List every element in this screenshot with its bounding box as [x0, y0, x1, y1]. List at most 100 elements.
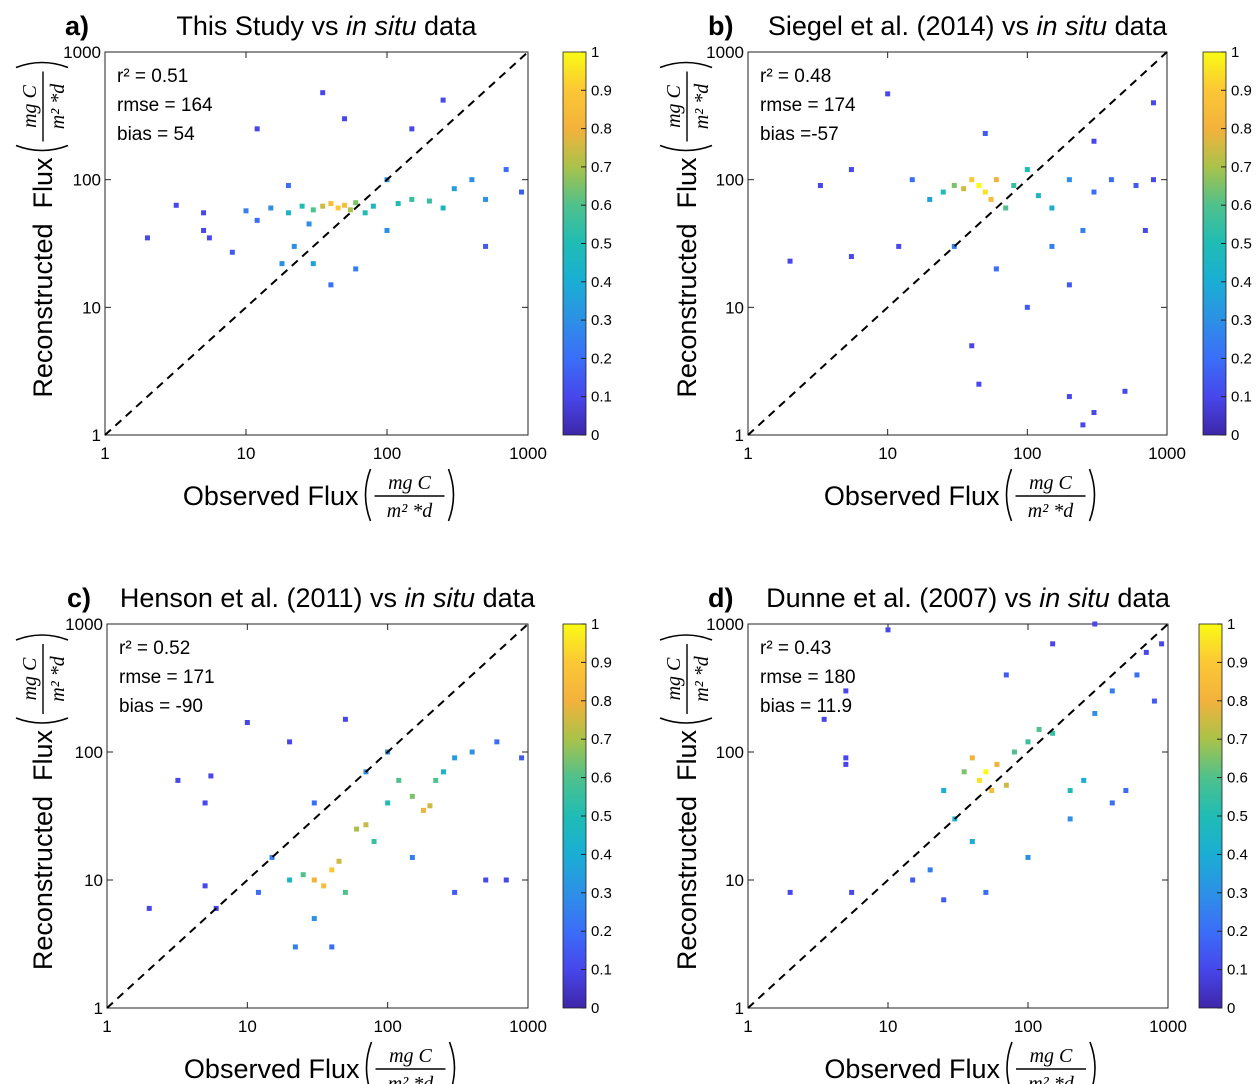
y-label-text: Reconstructed Flux: [672, 730, 702, 971]
colorbar-tick-label: 0.9: [1231, 82, 1252, 99]
scatter-point: [843, 755, 849, 761]
stat-annotation: rmse = 164: [117, 95, 213, 116]
scatter-point: [287, 739, 293, 745]
scatter-point: [469, 177, 475, 183]
unit-denominator: m² *d: [47, 655, 69, 701]
scatter-point: [1067, 816, 1073, 822]
colorbar-tick-label: 0: [1227, 1000, 1235, 1017]
colorbar-tick-label: 0.6: [1231, 197, 1252, 214]
scatter-point: [320, 90, 326, 96]
title-part: data: [1110, 583, 1171, 613]
scatter-point: [311, 800, 317, 806]
colorbar-tick-label: 0.9: [1227, 654, 1248, 671]
scatter-point: [1143, 649, 1149, 655]
scatter-point: [1150, 177, 1156, 183]
paren: [1089, 1041, 1096, 1084]
paren: [659, 61, 713, 69]
scatter-point: [342, 116, 348, 122]
scatter-point: [927, 867, 933, 873]
y-tick-label: 1000: [65, 615, 103, 634]
scatter-point: [362, 210, 368, 216]
scatter-point: [1025, 854, 1031, 860]
scatter-point: [310, 261, 316, 267]
scatter-point: [427, 803, 433, 809]
unit-numerator: mg C: [388, 472, 431, 494]
scatter-point: [353, 266, 359, 272]
one-to-one-line: [106, 623, 529, 1009]
scatter-point: [440, 97, 446, 103]
stat-annotation: r² = 0.52: [119, 638, 190, 659]
y-tick-label: 100: [75, 743, 103, 762]
scatter-point: [982, 130, 988, 136]
chart-title: Henson et al. (2011) vs in situ data: [120, 583, 536, 613]
scatter-point: [353, 200, 359, 206]
scatter-point: [426, 198, 432, 204]
scatter-point: [328, 201, 334, 207]
stat-annotation: bias = -90: [119, 696, 203, 717]
x-tick-label: 100: [1013, 444, 1041, 463]
x-tick-label: 1000: [509, 1017, 547, 1036]
x-axis-label: Observed Flux mg C m² *d: [184, 1041, 456, 1084]
scatter-point: [519, 189, 525, 195]
scatter-point: [976, 381, 982, 387]
colorbar-tick-label: 0.2: [591, 350, 612, 367]
scatter-point: [335, 205, 341, 211]
scatter-point: [300, 872, 306, 878]
scatter-point: [451, 186, 457, 192]
one-to-one-line: [747, 623, 1169, 1009]
scatter-point: [441, 769, 447, 775]
colorbar-tick-label: 0.2: [591, 923, 612, 940]
scatter-point: [1036, 726, 1042, 732]
scatter-point: [469, 749, 475, 755]
one-to-one-line: [104, 51, 529, 436]
scatter-point: [848, 167, 854, 173]
colorbar-tick-label: 1: [591, 44, 599, 61]
scatter-point: [989, 788, 995, 794]
scatter-point: [279, 261, 285, 267]
paren: [1006, 1041, 1013, 1084]
scatter-point: [370, 203, 376, 209]
chart-title: This Study vs in situ data: [176, 11, 477, 41]
scatter-point: [843, 688, 849, 694]
paren: [1005, 468, 1013, 522]
scatter-point: [269, 854, 275, 860]
scatter-point: [988, 196, 994, 202]
scatter-point: [1066, 282, 1072, 288]
scatter-point: [969, 343, 975, 349]
scatter-point: [1159, 641, 1165, 647]
stat-annotation: r² = 0.51: [117, 66, 188, 87]
unit-numerator: mg C: [663, 84, 685, 127]
scatter-point: [1122, 388, 1128, 394]
scatter-point: [452, 755, 458, 761]
scatter-point: [299, 203, 305, 209]
unit-numerator: mg C: [19, 84, 41, 127]
scatter-point: [409, 793, 415, 799]
scatter-point: [1066, 177, 1072, 183]
scatter-point: [229, 249, 235, 255]
scatter-point: [385, 800, 391, 806]
scatter-point: [268, 205, 274, 211]
scatter-point: [940, 189, 946, 195]
scatter-point: [927, 196, 933, 202]
y-tick-label: 10: [725, 298, 744, 317]
unit-denominator: m² *d: [47, 83, 69, 129]
y-tick-label: 100: [716, 743, 744, 762]
scatter-point: [285, 210, 291, 216]
unit-numerator: mg C: [1030, 1045, 1073, 1067]
scatter-point: [433, 777, 439, 783]
paren: [448, 1041, 456, 1084]
y-tick-label: 10: [725, 871, 744, 890]
y-tick-label: 1000: [63, 43, 101, 62]
paren: [15, 61, 69, 69]
paren: [15, 717, 69, 724]
scatter-point: [396, 777, 402, 783]
scatter-point: [1142, 227, 1148, 233]
paren: [659, 717, 713, 724]
scatter-point: [951, 183, 957, 189]
unit-denominator: m² *d: [1028, 500, 1074, 522]
colorbar-tick-label: 0.1: [591, 389, 612, 406]
scatter-point: [311, 877, 317, 883]
x-tick-label: 10: [237, 444, 256, 463]
scatter-point: [354, 826, 360, 832]
